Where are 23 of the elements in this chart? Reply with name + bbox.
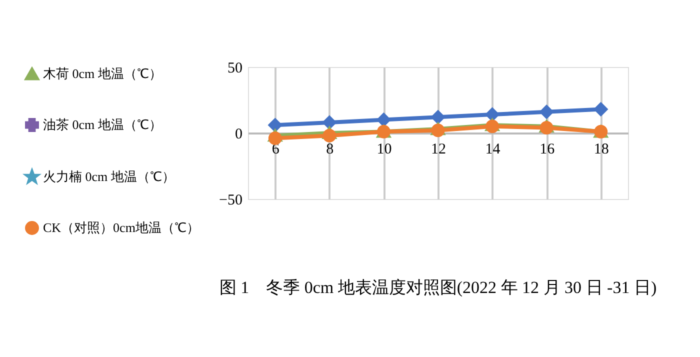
- point: [322, 128, 336, 142]
- legend-label: 木荷 0cm 地温（℃）: [43, 66, 162, 81]
- x-tick-label: 14: [485, 142, 501, 158]
- text: 图 1 冬季 0cm 地表温度对照图(2022 年 12 月 30 日 -31 日): [219, 278, 657, 297]
- x-tick-label: 16: [540, 142, 556, 158]
- point: [431, 110, 445, 124]
- point: [322, 116, 336, 130]
- y-tick-label: 0: [235, 126, 242, 142]
- point: [486, 108, 500, 122]
- x-tick-label: 18: [594, 142, 609, 158]
- x-tick-label: 10: [376, 142, 392, 158]
- point: [268, 132, 282, 146]
- x-tick-label: 8: [326, 142, 334, 158]
- legend-label: CK（对照）0cm地温（℃）: [43, 220, 200, 235]
- point: [540, 105, 554, 119]
- point: [594, 102, 608, 116]
- y-tick-label: −50: [219, 192, 242, 208]
- legend-label: 油茶 0cm 地温（℃）: [43, 117, 162, 132]
- legend-label: 火力楠 0cm 地温（℃）: [43, 169, 175, 184]
- y-tick-label: 50: [228, 60, 242, 76]
- point: [376, 113, 390, 127]
- x-tick-label: 12: [431, 142, 446, 158]
- point: [268, 118, 282, 132]
